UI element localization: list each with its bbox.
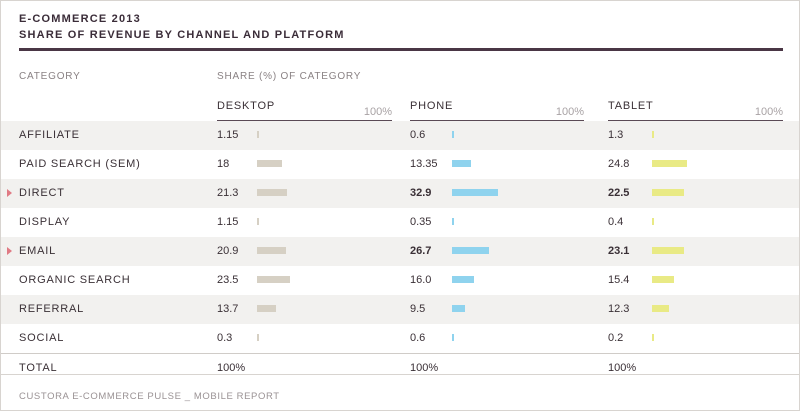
value-desktop: 1.15	[217, 216, 239, 228]
value-phone: 0.35	[410, 216, 432, 228]
value-desktop: 23.5	[217, 274, 239, 286]
bar-tablet	[652, 247, 684, 254]
platform-header-desktop: DESKTOP	[217, 100, 275, 112]
table-row-affiliate: AFFILIATE 1.15 0.6 1.3	[1, 121, 799, 150]
bar-tablet	[652, 131, 654, 138]
category-label: SOCIAL	[19, 332, 65, 344]
bar-phone	[452, 131, 454, 138]
bar-desktop	[257, 131, 259, 138]
value-phone: 13.35	[410, 158, 438, 170]
value-desktop: 21.3	[217, 187, 239, 199]
bar-desktop	[257, 160, 282, 167]
total-value-desktop: 100%	[217, 362, 246, 374]
bar-phone	[452, 189, 498, 196]
table-row-display: DISPLAY 1.15 0.35 0.4	[1, 208, 799, 237]
value-phone: 9.5	[410, 303, 426, 315]
value-desktop: 20.9	[217, 245, 239, 257]
bar-tablet	[652, 189, 684, 196]
platform-header-phone: PHONE	[410, 100, 454, 112]
bar-phone	[452, 334, 454, 341]
bar-tablet	[652, 276, 674, 283]
share-header: SHARE (%) OF CATEGORY	[217, 71, 362, 82]
highlight-marker-icon	[7, 247, 12, 255]
value-tablet: 0.4	[608, 216, 624, 228]
total-label: TOTAL	[19, 362, 58, 374]
highlight-marker-icon	[7, 189, 12, 197]
chart-title: E-COMMERCE 2013	[19, 13, 141, 25]
category-header: CATEGORY	[19, 71, 81, 82]
value-phone: 0.6	[410, 332, 426, 344]
total-value-phone: 100%	[410, 362, 439, 374]
footer-rule	[1, 374, 799, 375]
table-row-direct: DIRECT 21.3 32.9 22.5	[1, 179, 799, 208]
title-rule	[19, 48, 783, 51]
bar-phone	[452, 276, 474, 283]
source-footer: CUSTORA E-COMMERCE PULSE _ MOBILE REPORT	[19, 391, 280, 402]
value-desktop: 1.15	[217, 129, 239, 141]
bar-desktop	[257, 189, 287, 196]
category-label: DIRECT	[19, 187, 65, 199]
bar-desktop	[257, 305, 276, 312]
value-tablet: 22.5	[608, 187, 630, 199]
header-rule-tablet	[608, 120, 783, 121]
bar-desktop	[257, 334, 259, 341]
value-phone: 0.6	[410, 129, 426, 141]
bar-desktop	[257, 218, 259, 225]
bar-phone	[452, 218, 454, 225]
bar-tablet	[652, 334, 654, 341]
max-label-phone: 100%	[555, 106, 584, 118]
category-label: REFERRAL	[19, 303, 85, 315]
table-row-referral: REFERRAL 13.7 9.5 12.3	[1, 295, 799, 324]
header-rule-phone	[410, 120, 584, 121]
value-tablet: 24.8	[608, 158, 630, 170]
max-label-tablet: 100%	[754, 106, 783, 118]
value-desktop: 13.7	[217, 303, 239, 315]
table-row-organic-search: ORGANIC SEARCH 23.5 16.0 15.4	[1, 266, 799, 295]
value-tablet: 23.1	[608, 245, 630, 257]
table-row-total: TOTAL 100% 100% 100%	[1, 353, 799, 382]
table-row-social: SOCIAL 0.3 0.6 0.2	[1, 324, 799, 353]
bar-tablet	[652, 218, 654, 225]
bar-tablet	[652, 160, 687, 167]
bar-phone	[452, 160, 471, 167]
value-tablet: 15.4	[608, 274, 630, 286]
category-label: EMAIL	[19, 245, 57, 257]
bar-tablet	[652, 305, 669, 312]
bar-phone	[452, 305, 465, 312]
category-label: PAID SEARCH (SEM)	[19, 158, 141, 170]
value-desktop: 18	[217, 158, 230, 170]
table-row-paid-search-sem: PAID SEARCH (SEM) 18 13.35 24.8	[1, 150, 799, 179]
bar-desktop	[257, 276, 290, 283]
chart-subtitle: SHARE OF REVENUE BY CHANNEL AND PLATFORM	[19, 29, 345, 41]
value-tablet: 1.3	[608, 129, 624, 141]
platform-header-tablet: TABLET	[608, 100, 654, 112]
max-label-desktop: 100%	[363, 106, 392, 118]
total-value-tablet: 100%	[608, 362, 637, 374]
value-desktop: 0.3	[217, 332, 233, 344]
value-phone: 32.9	[410, 187, 432, 199]
table-row-email: EMAIL 20.9 26.7 23.1	[1, 237, 799, 266]
category-label: ORGANIC SEARCH	[19, 274, 131, 286]
value-tablet: 0.2	[608, 332, 624, 344]
category-label: DISPLAY	[19, 216, 71, 228]
bar-phone	[452, 247, 489, 254]
value-phone: 16.0	[410, 274, 432, 286]
header-rule-desktop	[217, 120, 392, 121]
value-phone: 26.7	[410, 245, 432, 257]
category-label: AFFILIATE	[19, 129, 80, 141]
value-tablet: 12.3	[608, 303, 630, 315]
bar-desktop	[257, 247, 286, 254]
